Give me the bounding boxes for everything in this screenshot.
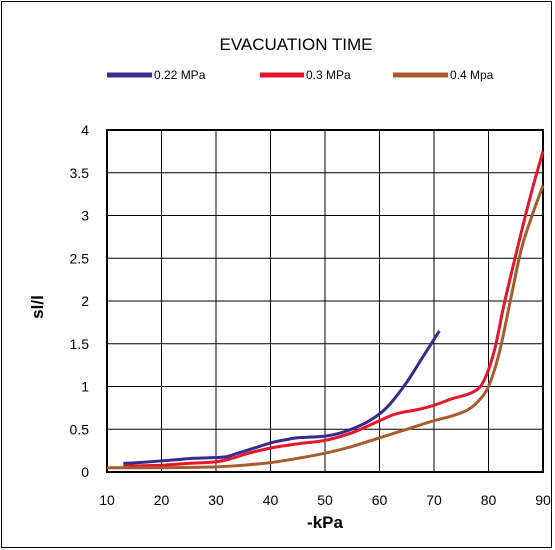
x-tick-label: 40 (263, 492, 279, 508)
y-tick-label: 2 (81, 293, 89, 309)
legend-label-0: 0.22 MPa (154, 68, 206, 82)
legend-label-2: 0.4 Mpa (450, 68, 494, 82)
x-tick-label: 50 (317, 492, 333, 508)
y-tick-labels: 0 0.5 1 1.5 2 2.5 3 3.5 4 (70, 122, 90, 480)
y-tick-label: 2.5 (70, 250, 90, 266)
legend-label-1: 0.3 MPa (306, 68, 351, 82)
x-tick-label: 10 (99, 492, 115, 508)
x-axis-label: -kPa (307, 513, 343, 532)
y-tick-label: 3.5 (70, 165, 90, 181)
y-axis-label: sl/l (28, 295, 47, 319)
x-tick-label: 70 (426, 492, 442, 508)
x-tick-label: 90 (535, 492, 551, 508)
y-tick-label: 0 (81, 464, 89, 480)
series-line-2 (106, 185, 545, 470)
plot-border (106, 129, 544, 473)
legend: 0.22 MPa 0.3 MPa 0.4 Mpa (107, 68, 494, 82)
chart-title: EVACUATION TIME (219, 35, 372, 54)
x-tick-label: 80 (481, 492, 497, 508)
plot-area (106, 150, 545, 470)
gridlines (106, 129, 544, 473)
y-tick-label: 1.5 (70, 336, 90, 352)
series-line-1 (123, 150, 545, 468)
y-tick-label: 1 (81, 379, 89, 395)
y-tick-label: 0.5 (70, 421, 90, 437)
x-tick-label: 20 (154, 492, 170, 508)
y-tick-label: 4 (81, 122, 89, 138)
y-tick-label: 3 (81, 208, 89, 224)
series-line-0 (123, 330, 441, 465)
x-tick-labels: 10 20 30 40 50 60 70 80 90 (99, 492, 551, 508)
x-tick-label: 60 (372, 492, 388, 508)
x-tick-label: 30 (208, 492, 224, 508)
